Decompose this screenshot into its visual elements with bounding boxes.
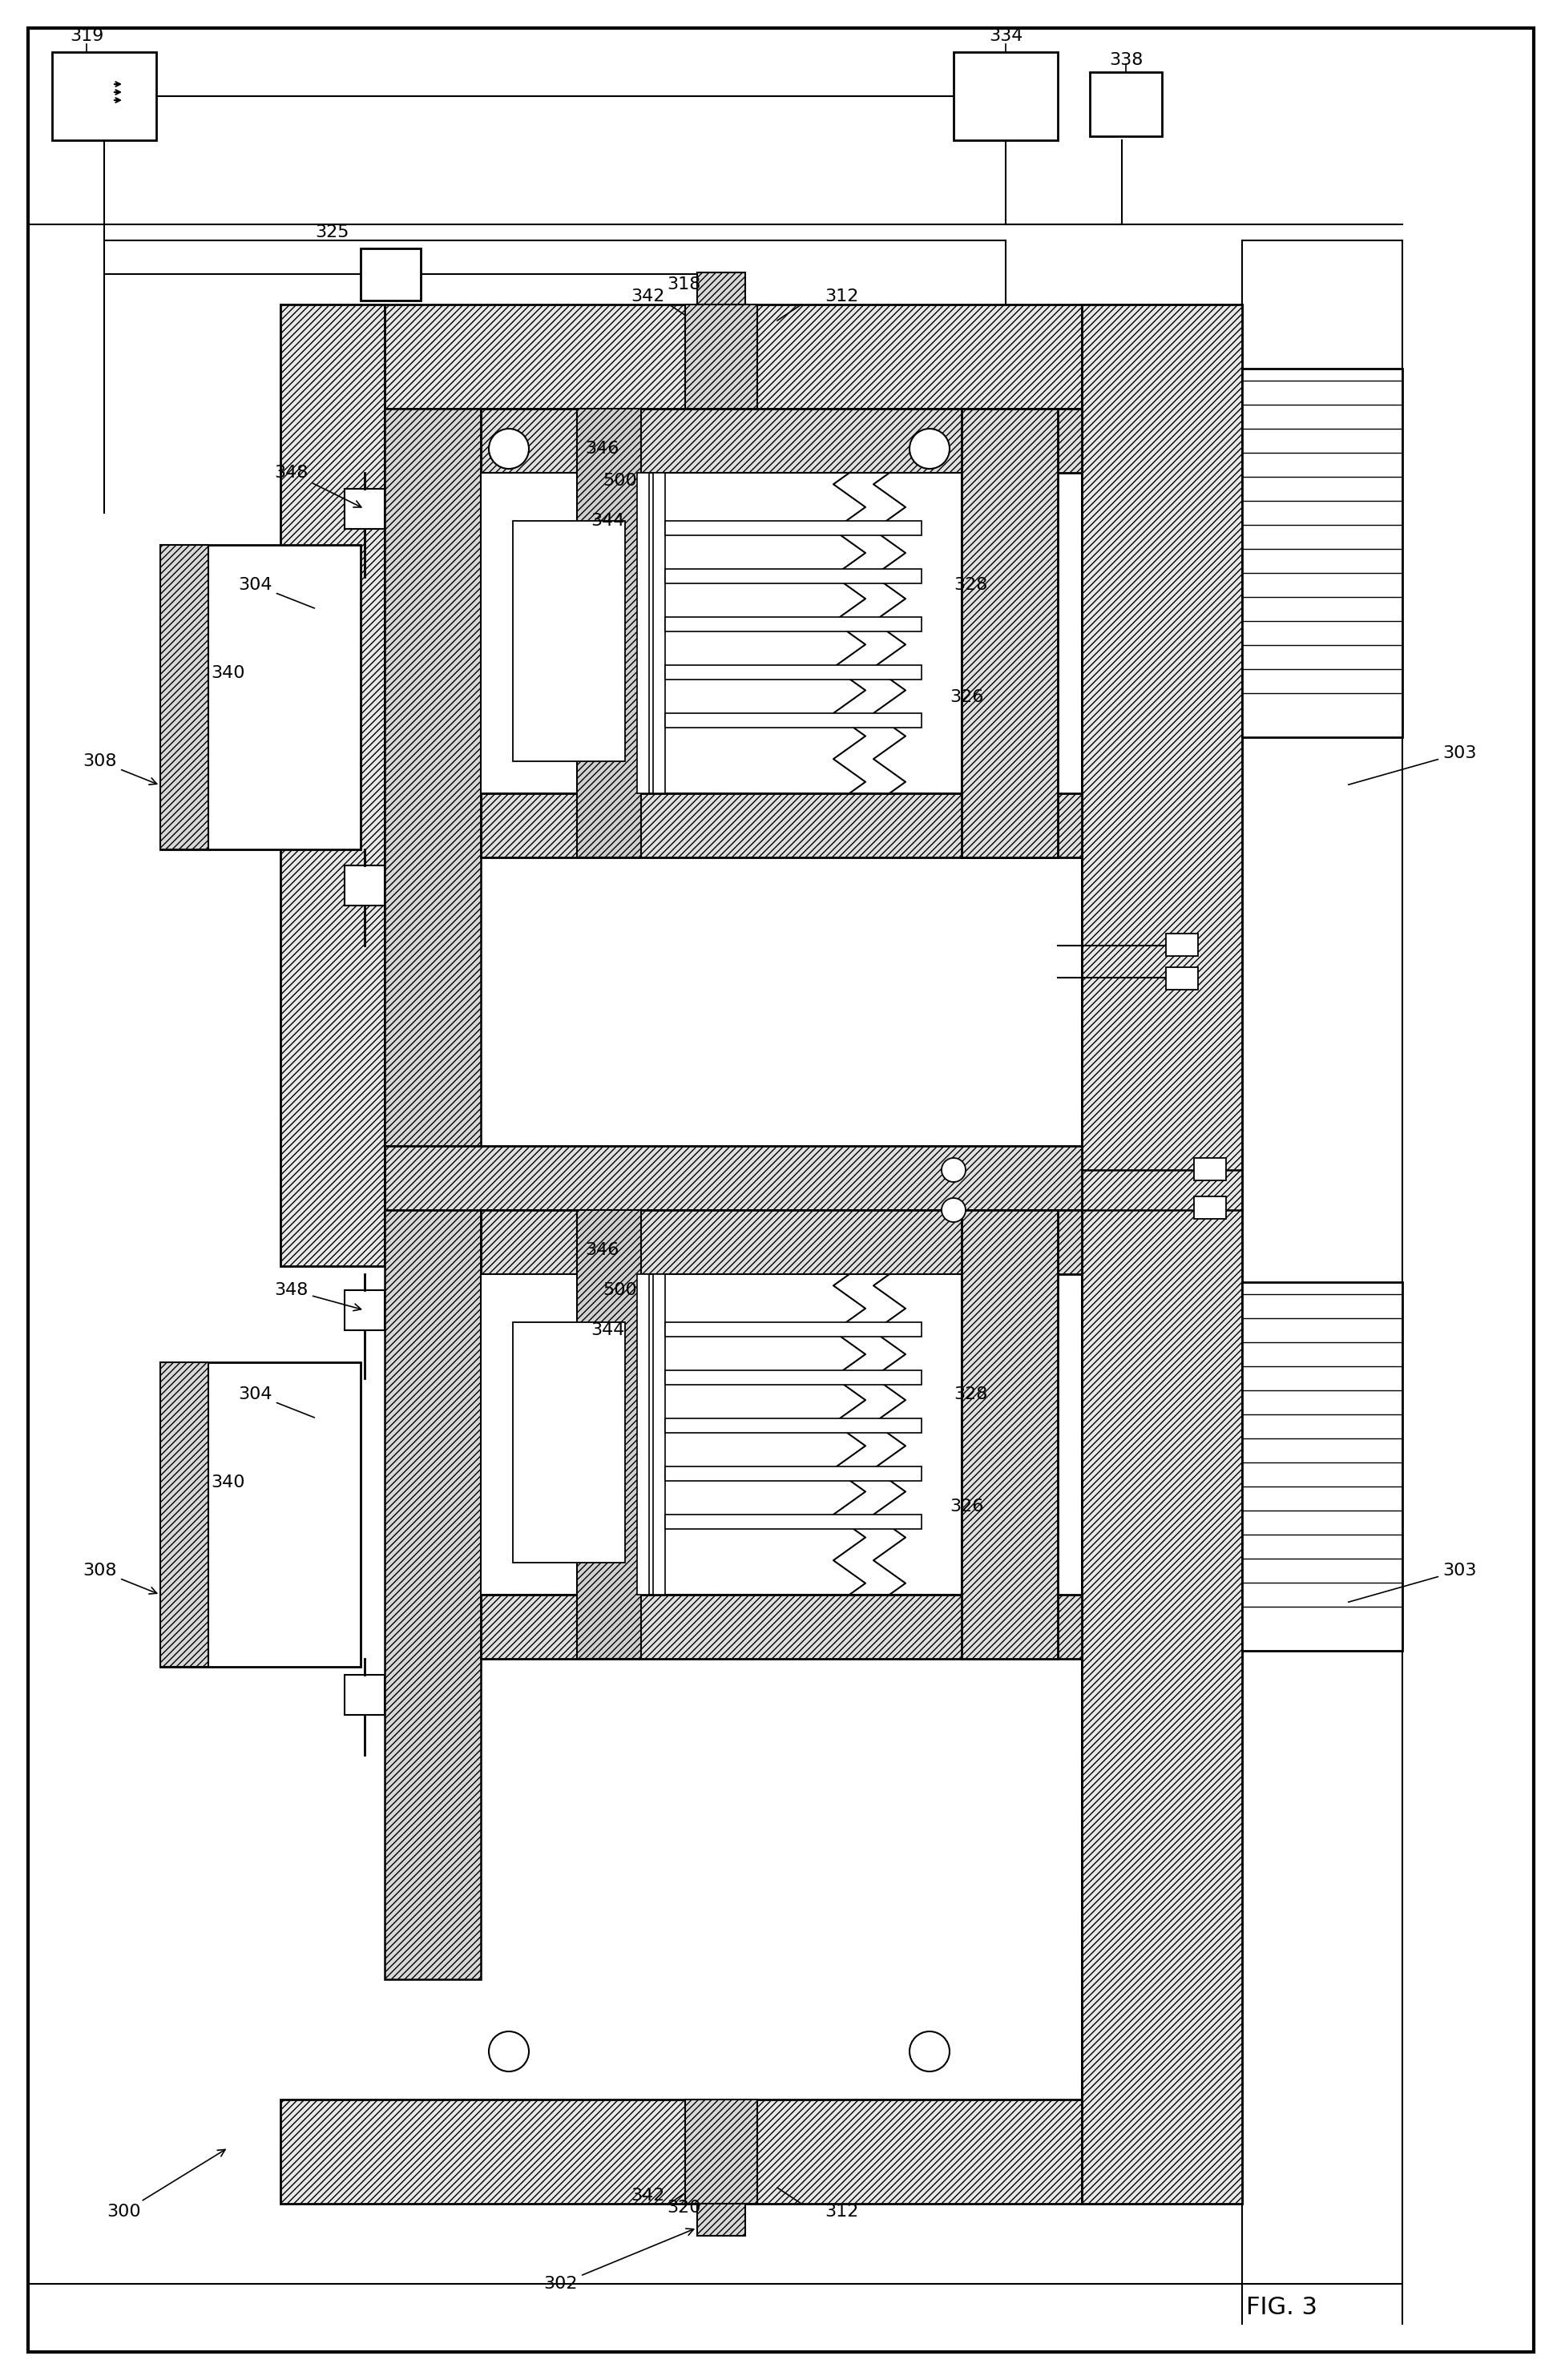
Bar (665, 1466, 921, 1480)
Bar (361, 248, 420, 300)
Text: 318: 318 (667, 276, 701, 293)
Text: 304: 304 (239, 1385, 314, 1418)
Bar (481, 1209, 1082, 1273)
Text: 338: 338 (1108, 52, 1143, 69)
Text: 500: 500 (603, 1283, 637, 1297)
Bar (685, 305, 757, 409)
Bar (384, 1195, 481, 1980)
Bar (1241, 369, 1402, 738)
Bar (576, 1209, 640, 1659)
Circle shape (909, 2033, 949, 2071)
Text: 319: 319 (70, 29, 103, 45)
Bar (1193, 1197, 1225, 1219)
Bar (1082, 305, 1241, 2204)
Bar (696, 2204, 745, 2235)
Bar (481, 409, 1082, 474)
Bar (665, 1418, 921, 1433)
Bar (345, 1676, 384, 1716)
Bar (962, 1209, 1057, 1659)
Bar (481, 1595, 1082, 1659)
Text: 342: 342 (631, 2187, 665, 2204)
Bar (665, 521, 921, 536)
Bar (345, 1290, 384, 1330)
Text: 344: 344 (590, 1323, 624, 1338)
Circle shape (489, 2033, 529, 2071)
Text: 302: 302 (543, 2228, 693, 2292)
Bar (481, 793, 1082, 857)
Circle shape (941, 1159, 965, 1183)
Text: 300: 300 (108, 2149, 225, 2221)
Text: 303: 303 (1347, 745, 1475, 785)
Bar (696, 271, 745, 305)
Bar (1166, 933, 1197, 957)
Circle shape (489, 428, 529, 469)
Bar (665, 714, 921, 728)
Text: 328: 328 (954, 576, 987, 593)
Text: 500: 500 (603, 474, 637, 488)
Bar (1082, 305, 1241, 2204)
Text: 348: 348 (275, 1283, 361, 1311)
Bar (384, 409, 481, 1185)
Text: 346: 346 (585, 1242, 618, 1259)
Text: 304: 304 (239, 576, 314, 609)
Circle shape (941, 1197, 965, 1221)
Text: 303: 303 (1347, 1564, 1475, 1602)
Text: 312: 312 (824, 288, 859, 305)
Bar (481, 1273, 962, 1595)
Bar (1090, 71, 1161, 136)
Text: 346: 346 (585, 440, 618, 457)
Bar (652, 1273, 665, 1595)
Bar (481, 474, 962, 793)
Bar (665, 1514, 921, 1528)
Bar (665, 1371, 921, 1385)
Bar (954, 52, 1057, 140)
Bar (665, 616, 921, 631)
Bar (345, 866, 384, 904)
Bar (281, 305, 384, 1266)
Text: 326: 326 (949, 690, 983, 704)
Bar (512, 521, 624, 762)
Text: 328: 328 (954, 1385, 987, 1402)
Bar (1166, 966, 1197, 990)
Circle shape (909, 428, 949, 469)
Bar (576, 409, 640, 857)
Bar (52, 52, 156, 140)
Text: 308: 308 (83, 752, 156, 785)
Text: 320: 320 (667, 2199, 701, 2216)
Bar (384, 1145, 1082, 1209)
Text: 312: 312 (824, 2204, 859, 2221)
Text: 325: 325 (315, 224, 350, 240)
Bar (281, 305, 1241, 409)
Bar (637, 474, 649, 793)
Bar (637, 1273, 649, 1595)
Text: 308: 308 (83, 1564, 156, 1595)
Text: 340: 340 (211, 664, 245, 681)
Bar (1241, 1283, 1402, 1652)
Bar (665, 664, 921, 681)
Text: 342: 342 (631, 288, 665, 305)
Bar (665, 569, 921, 583)
Bar (161, 1361, 208, 1666)
Text: 334: 334 (988, 29, 1022, 45)
Text: 340: 340 (211, 1476, 245, 1490)
Bar (685, 2099, 757, 2204)
Bar (345, 488, 384, 528)
Bar (652, 474, 665, 793)
Bar (161, 1361, 361, 1666)
Text: 344: 344 (590, 512, 624, 528)
Bar (281, 2099, 1241, 2204)
Bar (962, 409, 1057, 857)
Bar (161, 545, 208, 850)
Text: FIG. 3: FIG. 3 (1246, 2297, 1317, 2320)
Text: 326: 326 (949, 1499, 983, 1514)
Bar (512, 1323, 624, 1564)
Bar (161, 545, 361, 850)
Bar (665, 1323, 921, 1338)
Text: 348: 348 (275, 464, 361, 507)
Bar (1193, 1159, 1225, 1180)
